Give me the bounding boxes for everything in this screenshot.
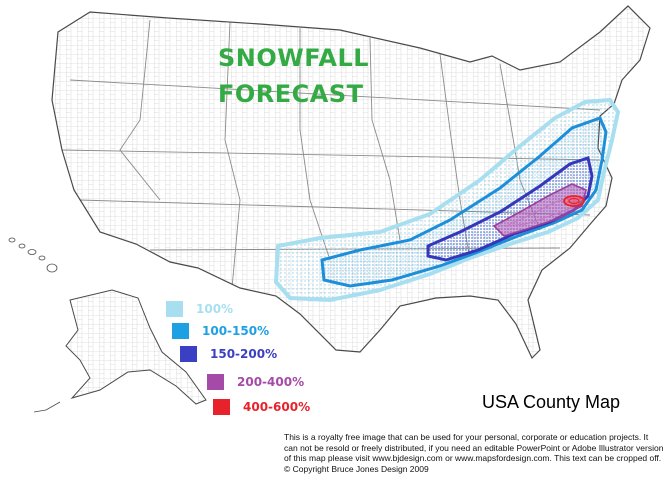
snowfall-band-400-600	[563, 195, 585, 207]
map-title-line-2: FORECAST	[218, 80, 364, 108]
snowfall-band-100-150	[320, 116, 608, 288]
legend-swatch-200-400	[207, 374, 224, 390]
hawaii	[8, 237, 58, 273]
legend-label-100-150: 100-150%	[202, 324, 270, 338]
map-title-line-1: SNOWFALL	[218, 44, 370, 72]
map-caption: USA County Map	[482, 392, 621, 412]
legend-label-150-200: 150-200%	[210, 347, 278, 361]
legend-swatch-100-150	[172, 323, 189, 339]
copyright-notice: This is a royalty free image that can be…	[284, 432, 664, 474]
legend-label-100: 100%	[196, 302, 234, 316]
legend-swatch-400-600	[213, 399, 230, 415]
legend-label-400-600: 400-600%	[243, 400, 311, 414]
legend-label-200-400: 200-400%	[237, 375, 305, 389]
legend-swatch-100	[166, 301, 183, 317]
alaska	[33, 289, 207, 413]
snowfall-band-150-200	[426, 156, 594, 262]
snowfall-band-200-400	[492, 183, 587, 237]
legend-swatch-150-200	[180, 346, 197, 362]
